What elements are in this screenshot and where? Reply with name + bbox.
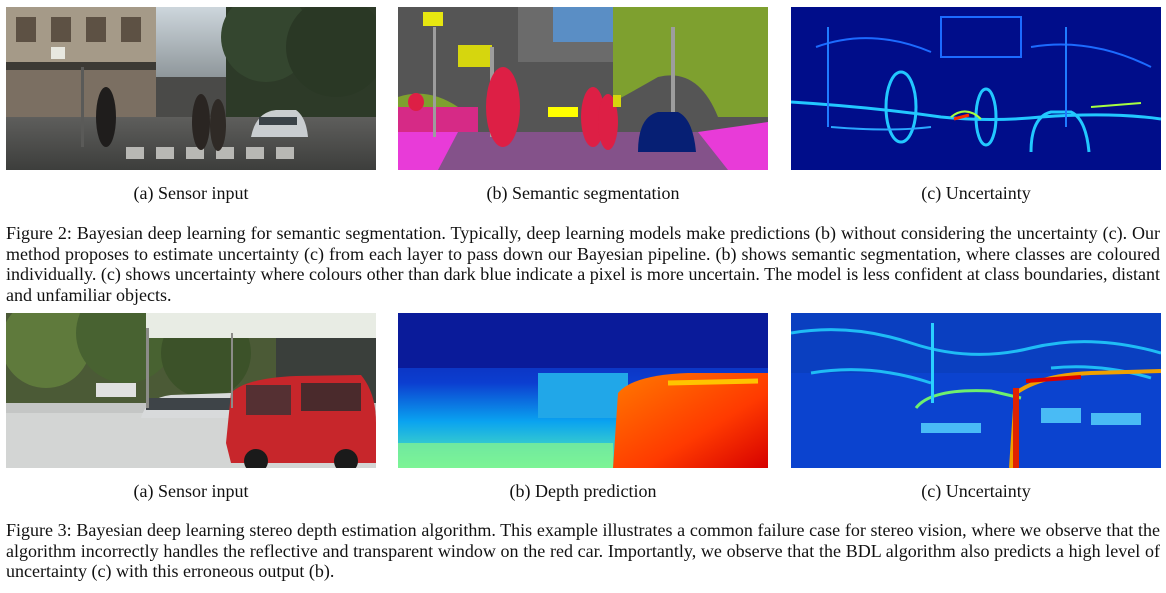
- fig3-subcaption-a: (a) Sensor input: [133, 481, 249, 501]
- fig3-uncertainty-image: [791, 313, 1161, 468]
- fig2-subcaption-c: (c) Uncertainty: [921, 183, 1031, 203]
- fig2-semantic-segmentation-image: [398, 7, 768, 170]
- fig2-caption: Figure 2: Bayesian deep learning for sem…: [6, 223, 1160, 305]
- fig2-uncertainty-image: [791, 7, 1161, 170]
- fig2-sensor-input-image: [6, 7, 376, 170]
- fig3-sensor-input-image: [6, 313, 376, 468]
- fig3-caption: Figure 3: Bayesian deep learning stereo …: [6, 520, 1160, 581]
- fig3-subcaption-c: (c) Uncertainty: [921, 481, 1031, 501]
- fig2-subcaption-a: (a) Sensor input: [133, 183, 249, 203]
- fig3-subcaption-b: (b) Depth prediction: [509, 481, 657, 501]
- fig3-depth-prediction-image: [398, 313, 768, 468]
- fig2-subcaption-b: (b) Semantic segmentation: [486, 183, 680, 203]
